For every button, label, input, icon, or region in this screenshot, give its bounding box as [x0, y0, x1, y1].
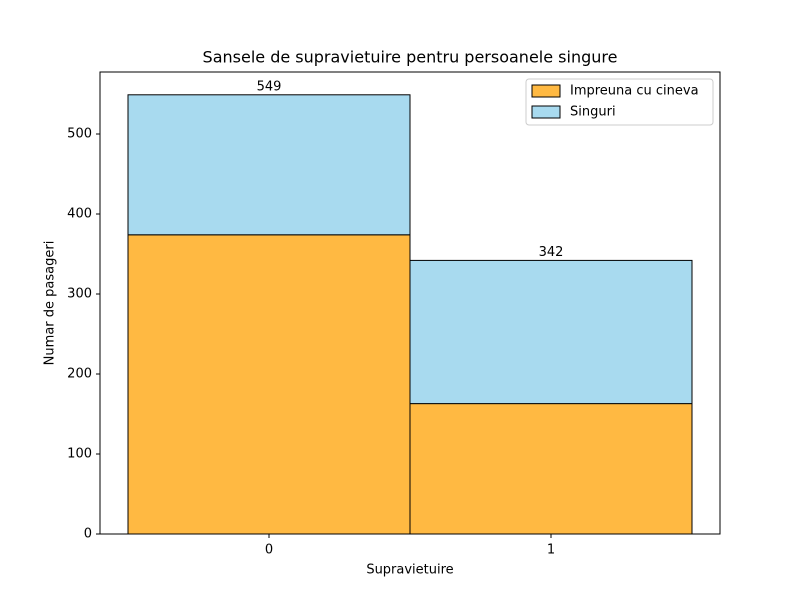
y-tick-label: 200	[67, 367, 92, 382]
y-axis-label: Numar de pasageri	[43, 241, 58, 366]
plot-frame	[99, 71, 721, 535]
legend-swatch	[531, 105, 561, 119]
x-tick-label: 1	[547, 543, 555, 558]
y-tick-label: 0	[84, 527, 92, 542]
legend-label: Impreuna cu cineva	[570, 84, 699, 99]
x-axis-label: Supravietuire	[366, 563, 453, 578]
legend-swatch	[531, 84, 561, 98]
y-tick-label: 500	[67, 127, 92, 142]
bar-segment	[409, 259, 693, 405]
bar-segment	[127, 94, 411, 236]
legend-label: Singuri	[570, 105, 616, 120]
chart-title: Sansele de supravietuire pentru persoane…	[203, 48, 618, 67]
y-tick-label: 300	[67, 287, 92, 302]
total-label: 549	[257, 79, 282, 94]
y-tick-label: 100	[67, 447, 92, 462]
y-tick-label: 400	[67, 207, 92, 222]
bar-segment	[127, 234, 411, 535]
legend-box	[525, 78, 714, 126]
x-tick-label: 0	[265, 543, 273, 558]
total-label: 342	[539, 245, 564, 260]
bar-segment	[409, 403, 693, 535]
